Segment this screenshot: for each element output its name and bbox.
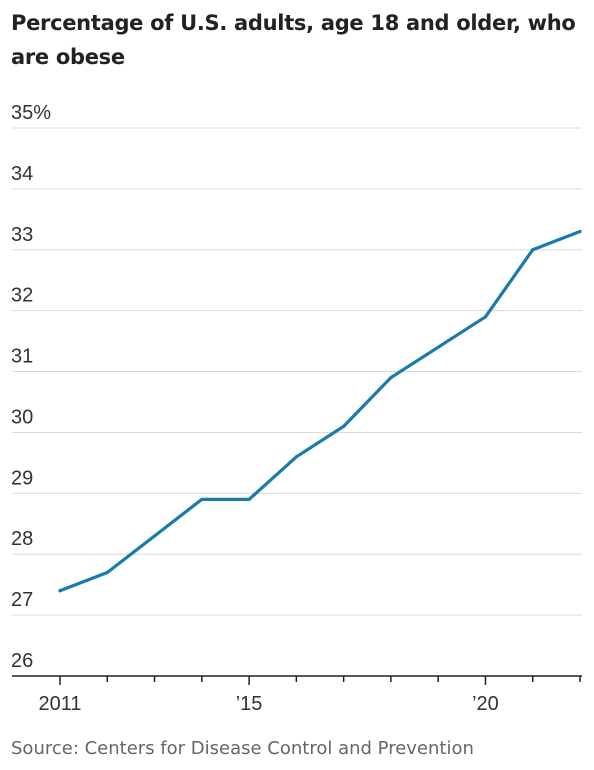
gridlines [12, 127, 582, 616]
y-tick-label-27: 27 [11, 589, 33, 611]
y-tick-label-34: 34 [11, 163, 33, 185]
data-point-2013 [152, 534, 157, 538]
data-point-2022 [578, 229, 582, 234]
x-tick-label-2011: 2011 [38, 693, 81, 715]
line-chart: 26 27 28 29 30 31 32 33 34 35% 2011 ’15 ’20 [11, 102, 582, 715]
data-point-2016 [294, 455, 298, 459]
data-point-2020 [483, 315, 488, 319]
data-point-2014 [200, 497, 204, 502]
series-line-0 [58, 229, 582, 593]
data-point-2019 [436, 345, 440, 349]
data-point-2018 [389, 376, 393, 380]
y-tick-label-29: 29 [11, 467, 33, 489]
y-tick-label-26: 26 [11, 650, 33, 672]
source-note: Source: Centers for Disease Control and … [11, 738, 474, 759]
y-tick-label-30: 30 [11, 406, 33, 428]
data-point-2015 [247, 497, 251, 502]
y-tick-label-33: 33 [11, 224, 33, 246]
data-point-2017 [342, 424, 346, 428]
x-axis [12, 675, 582, 685]
data-point-2011 [58, 589, 62, 593]
chart-title: Percentage of U.S. adults, age 18 and ol… [11, 11, 576, 69]
x-axis-tick-labels: 2011 ’15 ’20 [38, 693, 498, 715]
y-tick-label-35: 35% [11, 102, 51, 124]
series-layer [58, 229, 582, 593]
y-tick-label-31: 31 [11, 346, 33, 368]
data-point-2021 [531, 248, 535, 252]
y-tick-label-28: 28 [11, 528, 33, 550]
y-tick-label-32: 32 [11, 285, 33, 307]
x-tick-label-2020: ’20 [472, 693, 499, 715]
y-axis-tick-labels: 26 27 28 29 30 31 32 33 34 35% [11, 102, 51, 672]
data-point-2012 [105, 570, 109, 575]
x-tick-label-2015: ’15 [236, 693, 263, 715]
